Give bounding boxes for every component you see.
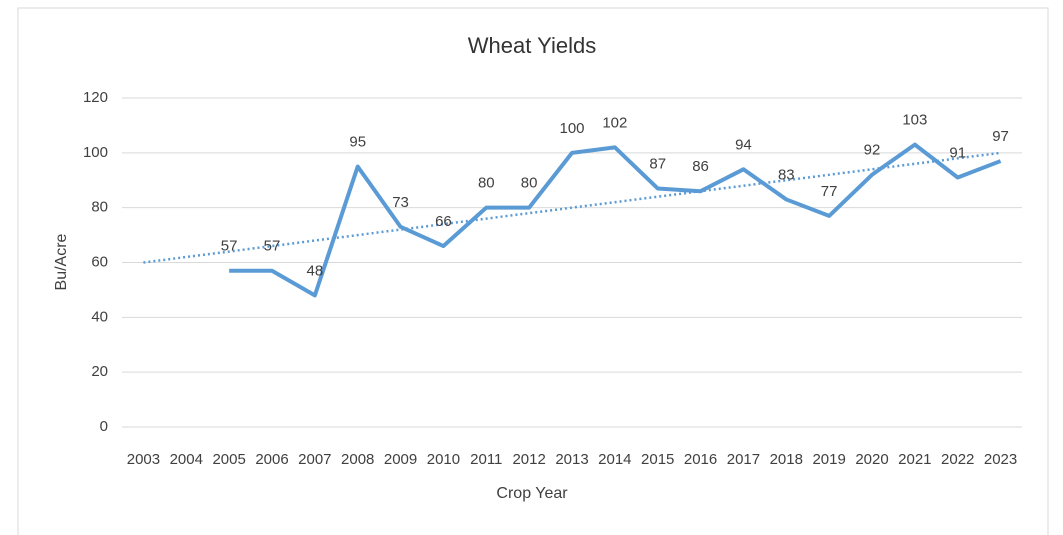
data-label: 95 [349,134,366,151]
data-label: 87 [649,155,666,172]
data-label: 86 [692,158,709,175]
x-tick-label: 2010 [427,451,460,468]
x-tick-label: 2005 [212,451,245,468]
data-label: 66 [435,213,452,230]
data-label: 100 [559,120,584,137]
y-tick-label: 40 [91,308,108,325]
data-label: 80 [478,175,495,192]
x-tick-label: 2006 [255,451,288,468]
data-label: 73 [392,194,409,211]
chart-border [17,7,1049,535]
x-tick-label: 2003 [127,451,160,468]
x-tick-label: 2013 [555,451,588,468]
trendline [143,151,1001,264]
x-tick-label: 2021 [898,451,931,468]
y-axis-title: Bu/Acre [53,233,70,290]
x-tick-label: 2008 [341,451,374,468]
data-label: 83 [778,166,795,183]
y-tick-label: 60 [91,253,108,270]
x-tick-label: 2004 [170,451,203,468]
data-line [229,142,1002,298]
x-tick-label: 2018 [770,451,803,468]
x-tick-label: 2016 [684,451,717,468]
data-label: 102 [602,114,627,131]
x-axis-title: Crop Year [496,485,568,502]
x-tick-label: 2020 [855,451,888,468]
x-tick-label: 2017 [727,451,760,468]
y-tick-label: 100 [83,144,108,161]
data-label: 80 [521,175,538,192]
y-tick-label: 120 [83,89,108,106]
x-tick-label: 2011 [470,451,502,468]
data-label: 57 [221,238,238,255]
x-tick-label: 2015 [641,451,674,468]
x-tick-label: 2009 [384,451,417,468]
data-label: 94 [735,136,752,153]
data-label: 91 [949,144,966,161]
x-tick-label: 2007 [298,451,331,468]
data-label: 48 [307,262,324,279]
chart-title: Wheat Yields [468,33,596,58]
x-tick-label: 2019 [812,451,845,468]
x-tick-label: 2014 [598,451,631,468]
y-tick-label: 80 [91,199,108,216]
data-label: 57 [264,238,281,255]
data-label: 77 [821,183,838,200]
x-tick-label: 2022 [941,451,974,468]
y-tick-label: 0 [100,418,108,435]
data-label: 97 [992,128,1009,145]
x-tick-label: 2023 [984,451,1017,468]
x-tick-label: 2012 [512,451,545,468]
data-label: 92 [864,142,881,159]
y-tick-label: 20 [91,363,108,380]
data-label: 103 [902,112,927,129]
